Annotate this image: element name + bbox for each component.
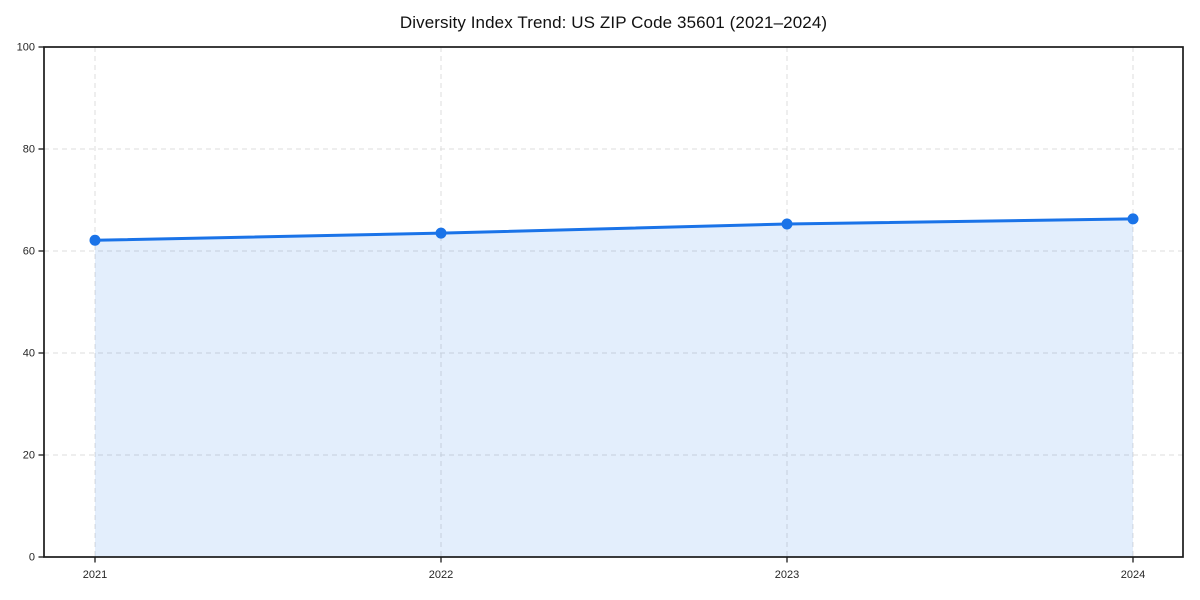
y-tick-label: 80: [23, 144, 35, 156]
x-tick-label: 2021: [83, 569, 107, 581]
y-tick-label: 100: [17, 42, 35, 54]
trend-line: [93, 217, 1135, 242]
x-tick-label: 2022: [429, 569, 453, 581]
plot-border: [43, 46, 1184, 558]
x-tick-label: 2024: [1121, 569, 1145, 581]
y-tick-label: 20: [23, 450, 35, 462]
y-tick-label: 40: [23, 348, 35, 360]
tick-marks: [38, 46, 1134, 563]
area-fill: [95, 218, 1133, 557]
data-point-2023: [781, 218, 793, 230]
chart-title: Diversity Index Trend: US ZIP Code 35601…: [399, 13, 828, 32]
data-points: [89, 213, 1139, 246]
area-series: [95, 218, 1133, 557]
y-tick-label: 0: [29, 552, 35, 564]
y-tick-label: 60: [23, 246, 35, 258]
x-tick-label: 2023: [775, 569, 799, 581]
tick-labels: 0 20 40 60 80 100 2021 2022 2023 2024: [17, 42, 1146, 581]
data-point-2021: [89, 234, 101, 246]
data-point-2022: [435, 227, 447, 239]
axes: [43, 46, 1184, 558]
gridlines: [44, 47, 1183, 557]
data-point-2024: [1127, 213, 1139, 225]
line-series: [93, 217, 1135, 242]
